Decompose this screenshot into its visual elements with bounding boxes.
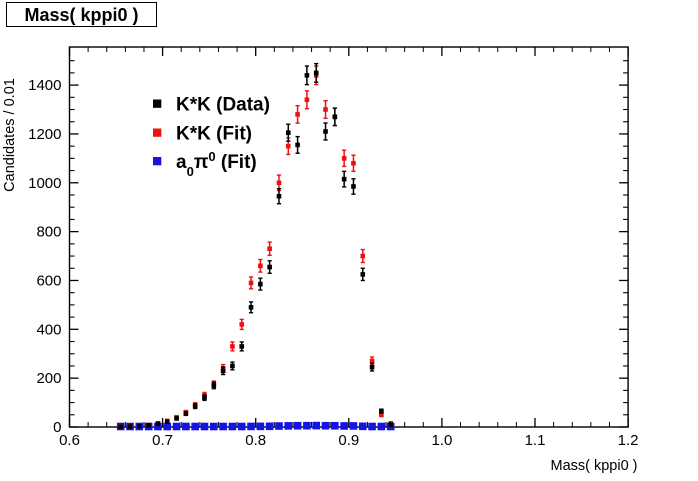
svg-text:0.8: 0.8 (245, 432, 266, 449)
svg-text:Candidates / 0.01: Candidates / 0.01 (2, 78, 18, 192)
svg-text:0.7: 0.7 (152, 432, 173, 449)
svg-text:1.2: 1.2 (618, 432, 639, 449)
svg-text:400: 400 (36, 321, 61, 338)
svg-text:Mass( kppi0 ): Mass( kppi0 ) (550, 458, 637, 474)
svg-text:1200: 1200 (28, 126, 61, 143)
svg-text:1000: 1000 (28, 175, 61, 192)
svg-text:1400: 1400 (28, 77, 61, 94)
svg-text:1.1: 1.1 (525, 432, 546, 449)
svg-text:0.9: 0.9 (338, 432, 359, 449)
svg-text:800: 800 (36, 224, 61, 241)
svg-text:1.0: 1.0 (431, 432, 452, 449)
svg-text:600: 600 (36, 272, 61, 289)
svg-text:200: 200 (36, 370, 61, 387)
svg-text:K*K (Data): K*K (Data) (176, 95, 270, 116)
svg-text:K*K (Fit): K*K (Fit) (176, 124, 252, 145)
svg-text:0.6: 0.6 (59, 432, 80, 449)
